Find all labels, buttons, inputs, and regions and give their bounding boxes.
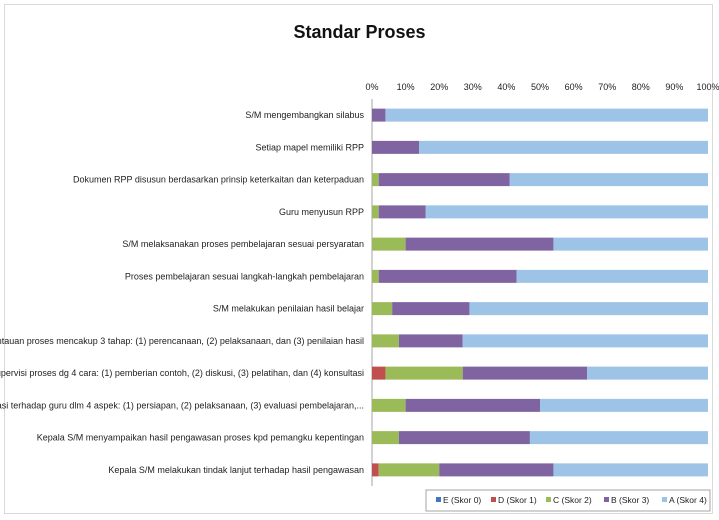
bar-segment: C (Skor 2): 2% (372, 270, 379, 283)
category-label: Guru menyusun RPP (279, 207, 364, 217)
bar-segment: B (Skor 3): 14% (379, 205, 426, 218)
bar-segment: A (Skor 4): 59% (510, 173, 708, 186)
x-tick-label: 0% (365, 82, 378, 92)
bar-segment: A (Skor 4): 96% (385, 109, 708, 122)
bar-segment: C (Skor 2): 10% (372, 399, 406, 412)
bar-segment: C (Skor 2): 2% (372, 173, 379, 186)
bar-segment: A (Skor 4): 57% (516, 270, 708, 283)
legend-swatch (491, 497, 496, 502)
x-tick-label: 70% (598, 82, 616, 92)
bar-segment: C (Skor 2): 10% (372, 238, 406, 251)
bar-segment: B (Skor 3): 40% (406, 399, 540, 412)
bar-segment: B (Skor 3): 44% (406, 238, 554, 251)
bar-segment: C (Skor 2): 2% (372, 205, 379, 218)
x-tick-label: 80% (632, 82, 650, 92)
legend-label: B (Skor 3) (611, 495, 649, 505)
bar-segment: C (Skor 2): 6% (372, 302, 392, 315)
category-label: S/M melakukan penilaian hasil belajar (213, 304, 364, 314)
bar-segment: A (Skor 4): 84% (426, 205, 708, 218)
category-label: Setiap mapel memiliki RPP (255, 142, 364, 152)
bar-segment: A (Skor 4): 86% (419, 141, 708, 154)
category-label: S/M melaksanakan proses pembelajaran ses… (122, 239, 364, 249)
bar-segment: B (Skor 3): 39% (379, 173, 510, 186)
bar-segment: B (Skor 3): 37% (463, 367, 587, 380)
legend-label: D (Skor 1) (498, 495, 537, 505)
bar-segment: A (Skor 4): 73% (463, 334, 708, 347)
legend-swatch (546, 497, 551, 502)
bar-segment: B (Skor 3): 34% (439, 463, 553, 476)
bar-segment: C (Skor 2): 18% (379, 463, 439, 476)
bar-segment: B (Skor 3): 39% (399, 431, 530, 444)
category-label: Dokumen RPP disusun berdasarkan prinsip … (73, 175, 364, 185)
bar-segment: A (Skor 4): 46% (553, 238, 708, 251)
category-label: Evaluasi terhadap guru dlm 4 aspek: (1) … (0, 400, 364, 410)
bar-segment: C (Skor 2): 8% (372, 334, 399, 347)
bar-segment: A (Skor 4): 50% (540, 399, 708, 412)
x-tick-label: 40% (497, 82, 515, 92)
bar-segment: B (Skor 3): 23% (392, 302, 469, 315)
bar-segment: B (Skor 3): 19% (399, 334, 463, 347)
bar-segment: B (Skor 3): 4% (372, 109, 385, 122)
x-tick-label: 90% (665, 82, 683, 92)
bar-segment: D (Skor 1): 2% (372, 463, 379, 476)
bar-segment: A (Skor 4): 71% (469, 302, 708, 315)
x-tick-label: 60% (565, 82, 583, 92)
x-tick-label: 20% (430, 82, 448, 92)
bar-segment: A (Skor 4): 53% (530, 431, 708, 444)
legend-label: C (Skor 2) (553, 495, 592, 505)
x-tick-label: 100% (696, 82, 719, 92)
bar-segment: A (Skor 4): 36% (587, 367, 708, 380)
category-label: Supervisi proses dg 4 cara: (1) pemberia… (0, 368, 364, 378)
legend-label: E (Skor 0) (443, 495, 481, 505)
x-tick-label: 50% (531, 82, 549, 92)
legend-swatch (662, 497, 667, 502)
category-label: Kepala S/M menyampaikan hasil pengawasan… (37, 433, 364, 443)
legend-label: A (Skor 4) (669, 495, 707, 505)
legend-swatch (436, 497, 441, 502)
bar-segment: D (Skor 1): 4% (372, 367, 385, 380)
category-label: Proses pembelajaran sesuai langkah-langk… (125, 271, 364, 281)
bar-segment: B (Skor 3): 41% (379, 270, 517, 283)
category-label: Kepala S/M melakukan tindak lanjut terha… (108, 465, 364, 475)
legend-swatch (604, 497, 609, 502)
x-tick-label: 30% (464, 82, 482, 92)
category-label: Pemantauan proses mencakup 3 tahap: (1) … (0, 336, 364, 346)
bar-segment: C (Skor 2): 23% (385, 367, 462, 380)
bar-segment: B (Skor 3): 14% (372, 141, 419, 154)
x-tick-label: 10% (397, 82, 415, 92)
bar-segment: A (Skor 4): 46% (553, 463, 708, 476)
bar-segment: C (Skor 2): 8% (372, 431, 399, 444)
category-label: S/M mengembangkan silabus (245, 110, 364, 120)
